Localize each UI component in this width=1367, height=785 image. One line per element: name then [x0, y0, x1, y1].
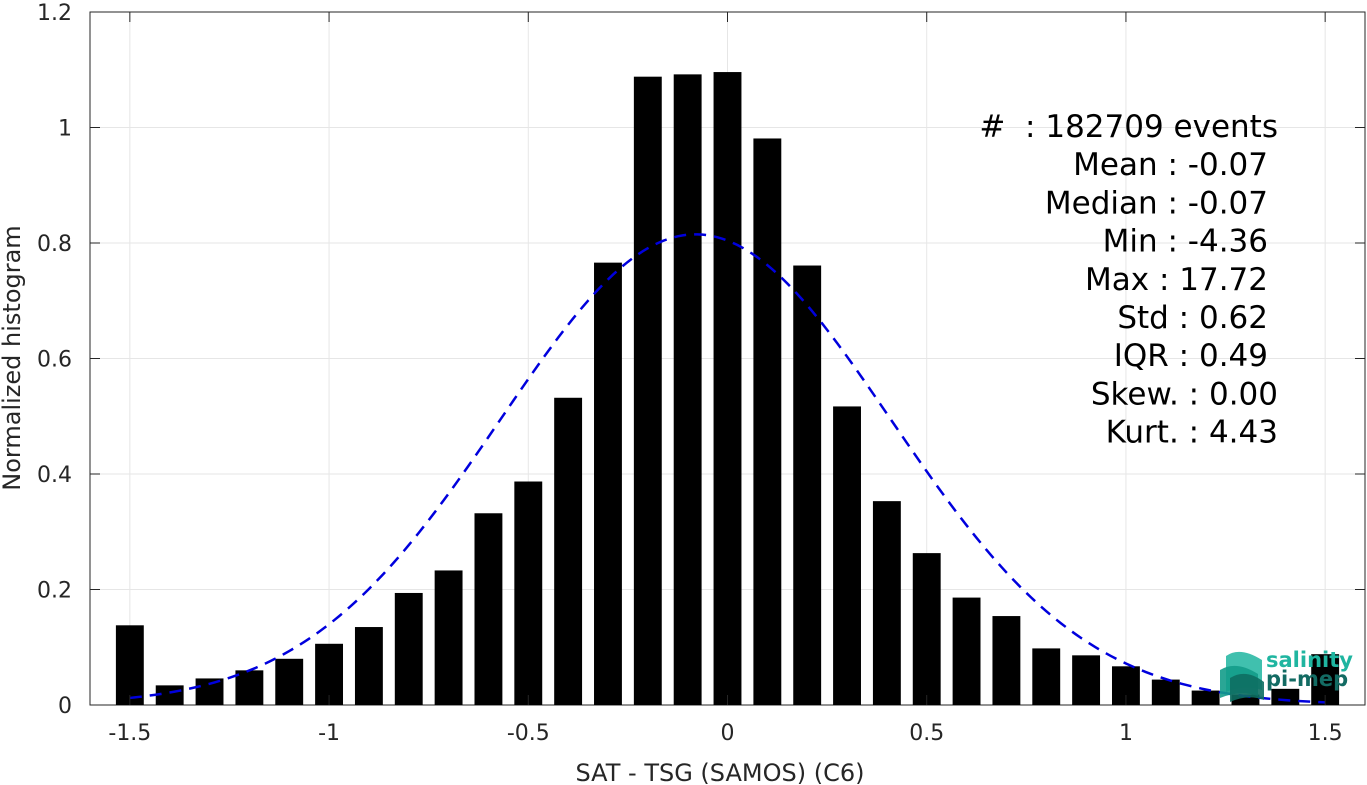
histogram-bar-11: [554, 397, 583, 705]
histogram-bar-15: [713, 72, 742, 705]
stat-line-6: IQR : 0.49: [1114, 338, 1268, 374]
histogram-bar-10: [514, 481, 543, 705]
histogram-bar-14: [673, 74, 702, 706]
y-tick-label-5: 1: [58, 117, 72, 142]
logo-text-pi-mep: pi-mep: [1266, 667, 1348, 691]
histogram-bar-7: [394, 592, 423, 705]
histogram-bars: [115, 72, 1340, 706]
stat-line-1: Mean : -0.07: [1073, 147, 1268, 183]
histogram-bar-19: [872, 501, 901, 705]
y-tick-label-2: 0.4: [37, 463, 72, 488]
histogram-bar-8: [434, 570, 463, 705]
histogram-bar-9: [474, 513, 503, 705]
histogram-bar-3: [235, 670, 264, 705]
x-tick-label-2: -0.5: [507, 721, 550, 746]
x-tick-label-3: 0: [721, 721, 735, 746]
y-tick-label-6: 1.2: [37, 1, 72, 26]
histogram-bar-5: [315, 643, 344, 705]
histogram-bar-6: [354, 627, 383, 705]
logo-text-salinity: salinity: [1266, 648, 1353, 672]
y-tick-labels: 0 0.2 0.4 0.6 0.8 1 1.2: [37, 1, 72, 719]
x-tick-label-4: 0.5: [909, 721, 944, 746]
stat-line-3: Min : -4.36: [1103, 224, 1268, 260]
x-tick-labels: -1.5 -1 -0.5 0 0.5 1 1.5: [108, 721, 1342, 746]
stat-line-7: Skew. : 0.00: [1091, 376, 1278, 412]
gaussian-fit-curve: [129, 233, 1326, 704]
histogram-bar-21: [952, 597, 981, 705]
y-axis-label: Normalized histogram: [0, 225, 26, 490]
x-tick-label-1: -1: [318, 721, 340, 746]
histogram-bar-17: [793, 265, 822, 705]
x-axis-label: SAT - TSG (SAMOS) (C6): [576, 759, 865, 785]
histogram-bar-2: [195, 678, 224, 705]
stat-line-0: # : 182709 events: [979, 109, 1278, 145]
stat-line-2: Median : -0.07: [1045, 185, 1268, 221]
histogram-bar-20: [912, 553, 941, 705]
stat-line-4: Max : 17.72: [1085, 262, 1268, 298]
histogram-bar-24: [1072, 655, 1101, 705]
y-tick-label-1: 0.2: [37, 579, 72, 604]
histogram-bar-27: [1191, 690, 1220, 705]
histogram-bar-18: [833, 406, 861, 705]
x-tick-label-0: -1.5: [108, 721, 151, 746]
x-tick-label-6: 1.5: [1308, 721, 1343, 746]
y-tick-label-4: 0.8: [37, 232, 72, 257]
stat-line-5: Std : 0.62: [1117, 300, 1268, 336]
y-tick-label-0: 0: [58, 694, 72, 719]
salinity-pi-mep-logo: salinity pi-mep: [1220, 648, 1353, 702]
histogram-bar-0: [115, 625, 144, 705]
histogram-bar-29: [1271, 688, 1300, 705]
histogram-bar-22: [992, 616, 1021, 705]
histogram-bar-12: [594, 262, 622, 705]
axis-ticks: [90, 11, 1365, 706]
histogram-bar-23: [1032, 648, 1061, 705]
histogram-bar-16: [753, 138, 782, 705]
x-tick-label-5: 1: [1119, 721, 1133, 746]
histogram-bar-28: [1231, 694, 1260, 705]
wave-icon: [1220, 651, 1264, 702]
histogram-bar-13: [633, 76, 662, 706]
stat-line-8: Kurt. : 4.43: [1106, 415, 1278, 451]
histogram-bar-26: [1151, 679, 1180, 705]
histogram-bar-4: [275, 658, 304, 705]
y-tick-label-3: 0.6: [37, 348, 72, 373]
